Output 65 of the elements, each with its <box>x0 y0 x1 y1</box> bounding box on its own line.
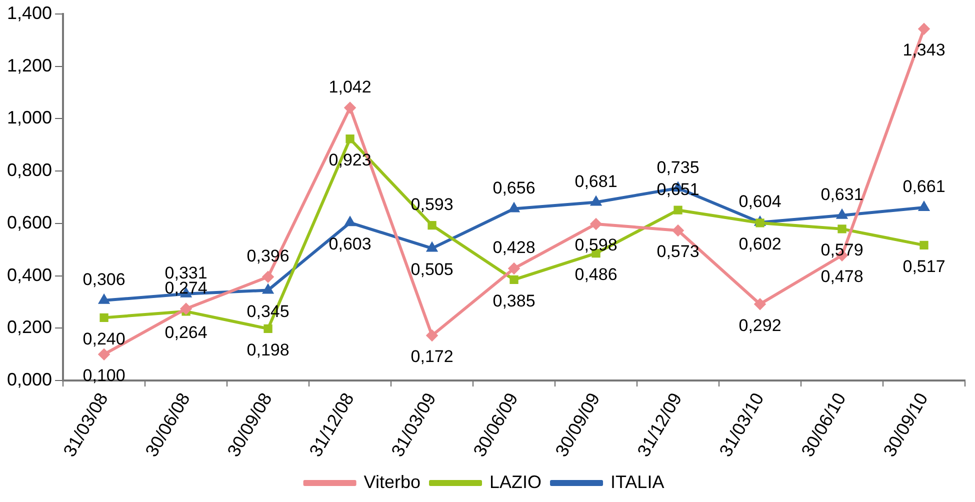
data-label: 0,396 <box>246 246 290 266</box>
data-label: 0,603 <box>328 234 372 254</box>
point <box>508 262 520 274</box>
point <box>344 102 356 114</box>
y-tick-label: 0,600 <box>6 212 52 232</box>
data-label: 0,385 <box>492 291 536 310</box>
point <box>920 240 928 250</box>
data-label: 0,681 <box>574 172 618 191</box>
data-label: 0,306 <box>82 270 126 290</box>
data-label: 1,042 <box>328 77 372 96</box>
point <box>838 224 846 234</box>
point <box>263 284 273 294</box>
point <box>428 220 436 230</box>
data-label: 0,579 <box>820 240 864 260</box>
data-label: 0,661 <box>902 177 946 196</box>
point <box>674 206 682 214</box>
data-label: 0,656 <box>492 178 536 198</box>
point <box>426 330 438 341</box>
point <box>346 134 354 144</box>
point <box>264 324 272 334</box>
point <box>509 203 519 212</box>
point <box>180 303 192 314</box>
data-label: 0,631 <box>820 185 864 204</box>
y-tick-label: 0,000 <box>6 369 52 390</box>
legend-label: LAZIO <box>490 472 542 492</box>
data-label: 0,517 <box>902 256 946 276</box>
data-label: 0,486 <box>574 264 618 284</box>
data-label: 0,100 <box>82 366 126 386</box>
data-label: 0,573 <box>656 242 700 262</box>
y-tick-label: 1,400 <box>6 2 52 23</box>
y-tick-label: 1,000 <box>6 108 52 128</box>
point <box>99 294 110 304</box>
data-label: 0,428 <box>492 238 536 258</box>
point <box>510 275 518 284</box>
y-tick-label: 0,200 <box>6 317 52 338</box>
point <box>837 210 847 219</box>
point <box>427 242 437 252</box>
point <box>672 225 684 236</box>
point <box>754 298 766 310</box>
data-label: 0,505 <box>410 260 454 279</box>
y-tick-label: 0,800 <box>6 160 52 180</box>
y-tick-label: 1,200 <box>6 55 52 76</box>
data-label: 0,264 <box>164 323 208 342</box>
point <box>98 348 110 360</box>
legend-label: Viterbo <box>364 472 421 492</box>
point <box>918 23 930 34</box>
point <box>262 271 274 282</box>
data-label: 0,198 <box>246 340 290 360</box>
point <box>590 218 602 230</box>
data-label: 0,172 <box>410 347 454 366</box>
data-label: 0,240 <box>82 329 126 348</box>
point <box>591 196 601 206</box>
data-label: 1,343 <box>902 40 946 60</box>
data-label: 0,735 <box>656 158 700 177</box>
y-tick-label: 0,400 <box>6 264 52 285</box>
point <box>756 218 764 228</box>
point <box>345 217 355 226</box>
data-label: 0,331 <box>164 264 208 283</box>
legend-label: ITALIA <box>610 472 664 492</box>
data-label: 0,602 <box>738 234 782 254</box>
point <box>100 313 108 322</box>
data-label: 0,478 <box>820 267 864 286</box>
data-label: 0,604 <box>738 192 782 212</box>
point <box>919 202 929 211</box>
data-label: 0,292 <box>738 316 782 335</box>
